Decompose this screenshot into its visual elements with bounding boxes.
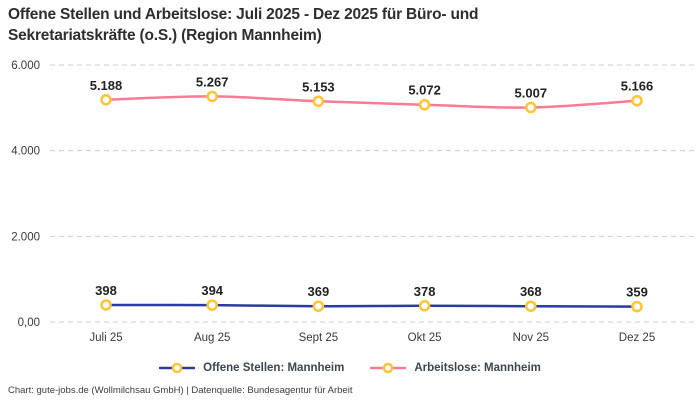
y-axis-label: 0,00 — [18, 317, 40, 329]
data-point-marker-arbeitslose-mannheim — [631, 94, 643, 107]
data-point-label-offene-stellen-mannheim: 368 — [520, 284, 542, 299]
data-point-label-arbeitslose-mannheim: 5.188 — [90, 78, 123, 93]
data-point-label-arbeitslose-mannheim: 5.166 — [621, 79, 654, 94]
data-point-label-arbeitslose-mannheim: 5.153 — [302, 79, 335, 94]
line-chart: 0,00 2.000 4.000 6.000 Juli 25 Aug 25 Sept 25 O… — [11, 60, 694, 344]
data-point-marker-offene-stellen-mannheim — [631, 300, 643, 313]
legend-item-arbeitslose-mannheim[interactable]: Arbeitslose: Mannheim — [370, 362, 541, 374]
y-axis-label: 6.000 — [11, 60, 40, 72]
data-point-label-offene-stellen-mannheim: 369 — [308, 284, 330, 299]
data-point-marker-offene-stellen-mannheim — [418, 300, 431, 312]
data-point-label-arbeitslose-mannheim: 5.267 — [196, 74, 229, 89]
chart-title-line-1: Offene Stellen und Arbeitslose: Juli 202… — [8, 6, 479, 23]
x-axis-label: Okt 25 — [408, 332, 442, 344]
data-point-marker-offene-stellen-mannheim — [525, 300, 537, 312]
data-point-marker-arbeitslose-mannheim — [525, 101, 537, 114]
chart-credit: Chart: gute-jobs.de (Wollmilchsau GmbH) … — [8, 385, 353, 396]
x-axis-label: Aug 25 — [194, 332, 230, 344]
data-point-label-offene-stellen-mannheim: 359 — [626, 285, 648, 300]
data-point-marker-offene-stellen-mannheim — [100, 299, 112, 311]
data-point-marker-arbeitslose-mannheim — [206, 90, 218, 103]
legend-label-arbeitslose: Arbeitslose: Mannheim — [414, 362, 541, 374]
data-point-label-arbeitslose-mannheim: 5.007 — [515, 86, 548, 101]
chart-title-line-2: Sekretariatskräfte (o.S.) (Region Mannhe… — [8, 27, 322, 44]
y-axis-label: 2.000 — [11, 231, 40, 243]
x-axis-label: Nov 25 — [513, 332, 549, 344]
x-axis-label: Dez 25 — [619, 332, 655, 344]
x-axis-label: Sept 25 — [299, 332, 339, 344]
y-axis-label: 4.000 — [11, 146, 40, 158]
series-line-arbeitslose-mannheim — [104, 95, 639, 109]
data-point-marker-offene-stellen-mannheim — [206, 299, 218, 311]
chart-legend: Offene Stellen: Mannheim Arbeitslose: Ma… — [0, 362, 700, 374]
data-point-marker-offene-stellen-mannheim — [312, 300, 325, 312]
x-axis-label: Juli 25 — [89, 332, 122, 344]
legend-marker-offene-stellen-icon — [159, 362, 196, 374]
data-point-marker-arbeitslose-mannheim — [312, 95, 325, 108]
data-point-label-offene-stellen-mannheim: 378 — [414, 284, 436, 299]
legend-marker-arbeitslose-icon — [370, 362, 407, 374]
data-point-label-offene-stellen-mannheim: 394 — [201, 283, 223, 298]
legend-item-offene-stellen-mannheim[interactable]: Offene Stellen: Mannheim — [159, 362, 344, 374]
data-point-marker-arbeitslose-mannheim — [418, 98, 431, 111]
data-point-label-arbeitslose-mannheim: 5.072 — [408, 83, 441, 98]
legend-label-offene-stellen: Offene Stellen: Mannheim — [203, 362, 345, 374]
data-point-label-offene-stellen-mannheim: 398 — [95, 283, 117, 298]
series-line-offene-stellen-mannheim — [104, 303, 639, 308]
chart-title: Offene Stellen und Arbeitslose: Juli 202… — [8, 4, 478, 46]
data-point-marker-arbeitslose-mannheim — [100, 94, 112, 106]
